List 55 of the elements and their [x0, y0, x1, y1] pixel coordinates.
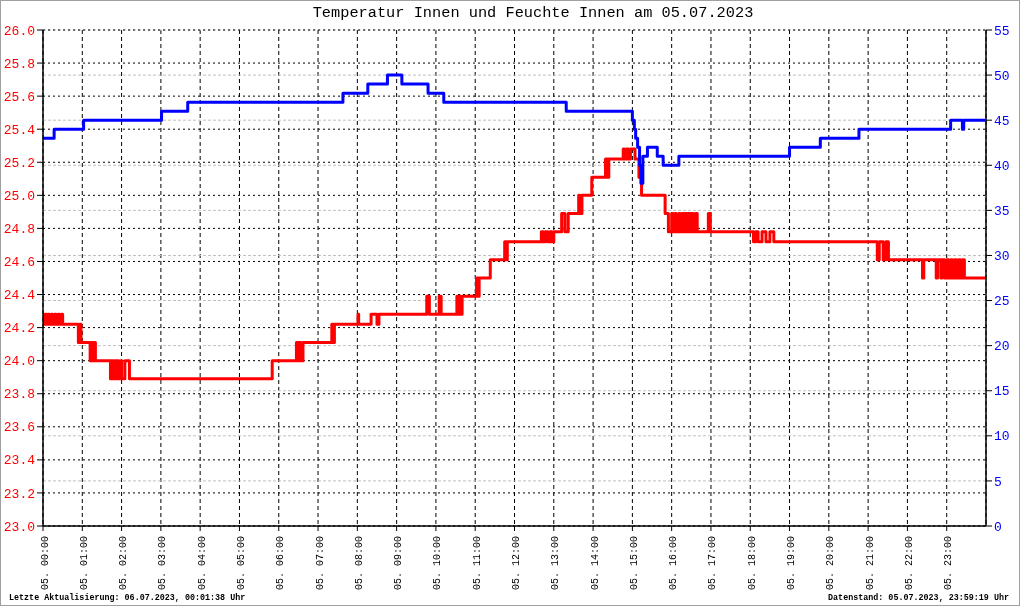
x-tick-label: 05. 05:00	[235, 536, 247, 591]
x-tick-label: 05. 10:00	[432, 536, 444, 591]
y2-tick-label: 20	[994, 339, 1010, 355]
y-tick-label: 23.6	[3, 420, 35, 436]
y2-tick-label: 40	[994, 158, 1010, 174]
y-tick-label: 23.8	[3, 387, 35, 403]
text: Letzte Aktualisierung: 06.07.2023, 00:01:38 Uhr	[9, 593, 246, 603]
y-tick-label: 23.0	[3, 519, 35, 535]
x-tick-label: 05. 15:00	[628, 536, 640, 591]
x-tick-label: 05. 08:00	[353, 536, 365, 591]
x-tick-label: 05. 11:00	[471, 536, 483, 591]
text: Datenstand: 05.07.2023, 23:59:19 Uhr	[828, 593, 1009, 603]
x-tick-label: 05. 01:00	[78, 536, 90, 591]
x-tick-label: 05. 22:00	[903, 536, 915, 591]
y-tick-label: 24.8	[3, 222, 35, 238]
y-tick-label: 24.4	[3, 288, 36, 304]
y-tick-label: 24.2	[3, 321, 35, 337]
x-tick-label: 05. 17:00	[707, 536, 719, 591]
y2-tick-label: 35	[994, 203, 1010, 219]
x-tick-label: 05. 13:00	[550, 536, 562, 591]
x-tick-label: 05. 16:00	[668, 536, 680, 591]
x-tick-label: 05. 20:00	[825, 536, 837, 591]
y2-tick-label: 30	[994, 249, 1010, 265]
x-tick-label: 05. 12:00	[511, 536, 522, 591]
chart-title: Temperatur Innen und Feuchte Innen am 05.07.2023	[311, 4, 755, 22]
x-tick-label: 05. 03:00	[157, 536, 169, 591]
y-tick-label: 25.2	[3, 155, 35, 171]
x-tick-label: 05. 18:00	[746, 536, 758, 591]
y2-tick-label: 10	[994, 429, 1010, 445]
y-tick-label: 25.4	[3, 122, 36, 138]
y2-tick-label: 45	[994, 113, 1010, 129]
x-tick-label: 05. 04:00	[196, 536, 208, 591]
x-tick-label: 05. 06:00	[275, 536, 287, 591]
x-tick-label: 05. 14:00	[589, 536, 601, 591]
x-tick-label: 05. 19:00	[786, 536, 798, 591]
x-tick-label: 05. 07:00	[314, 536, 326, 591]
y2-tick-label: 25	[994, 294, 1010, 310]
x-tick-label: 05. 09:00	[393, 536, 405, 591]
y-tick-label: 26.0	[3, 23, 35, 39]
y2-tick-label: 15	[994, 384, 1010, 400]
y2-tick-label: 50	[994, 68, 1010, 84]
y2-tick-label: 0	[994, 519, 1002, 535]
y-tick-label: 23.4	[3, 453, 36, 469]
y-tick-label: 23.2	[3, 486, 35, 502]
y2-tick-label: 55	[994, 23, 1010, 39]
x-tick-label: 05. 23:00	[943, 536, 955, 591]
x-tick-label: 05. 00:00	[39, 536, 51, 591]
x-tick-label: 05. 02:00	[118, 536, 130, 591]
x-tick-label: 05. 21:00	[864, 536, 876, 591]
y-tick-label: 25.8	[3, 56, 35, 72]
y-tick-label: 24.6	[3, 255, 35, 271]
y-tick-label: 25.6	[3, 89, 35, 105]
y-tick-label: 24.0	[3, 354, 35, 370]
y2-tick-label: 5	[994, 474, 1002, 490]
y-tick-label: 25.0	[3, 188, 35, 204]
